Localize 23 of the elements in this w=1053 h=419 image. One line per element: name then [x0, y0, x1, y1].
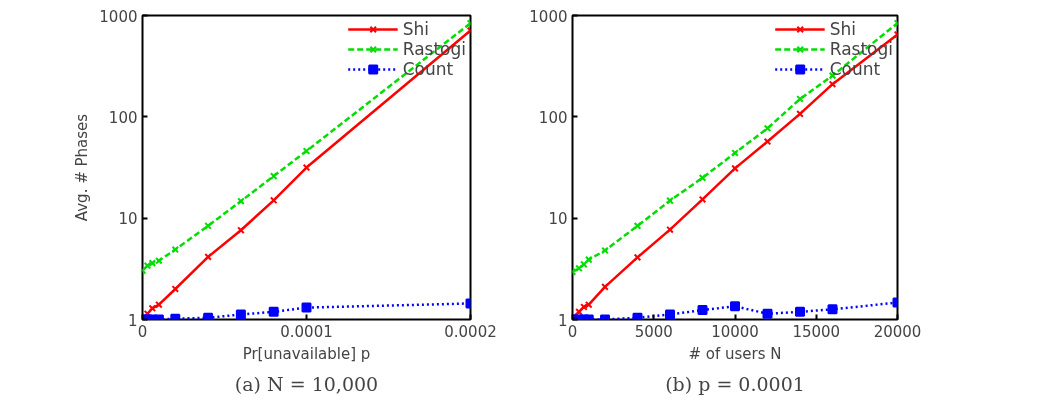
x-axis-title: # of users N: [688, 344, 782, 363]
x-tick-label: 0: [567, 322, 578, 341]
x-tick-label: 0: [137, 322, 148, 341]
y-tick-label: 100: [108, 108, 138, 127]
x-axis-title: Pr[unavailable] p: [242, 344, 371, 363]
x-tick-label: 10000: [711, 322, 759, 341]
y-tick-label: 10: [548, 210, 568, 229]
legend-label: Shi: [829, 19, 856, 39]
x-tick-label: 15000: [792, 322, 841, 341]
x-tick-label: 5000: [634, 322, 673, 341]
y-tick-label: 100: [538, 108, 568, 127]
y-axis-title: Avg. # Phases: [73, 113, 92, 222]
y-tick-label: 1000: [99, 7, 138, 26]
legend-label: Shi: [402, 19, 429, 39]
y-tick-label: 10: [118, 210, 138, 229]
x-tick-label: 0.0001: [280, 322, 333, 341]
text: (b) p = 0.0001: [665, 372, 805, 395]
y-tick-label: 1: [127, 311, 138, 330]
text: (a) N = 10,000: [234, 372, 379, 395]
y-tick-label: 1: [557, 311, 568, 330]
x-tick-label: 0.0002: [444, 322, 497, 341]
x-tick-label: 20000: [873, 322, 922, 341]
y-tick-label: 1000: [529, 7, 568, 26]
